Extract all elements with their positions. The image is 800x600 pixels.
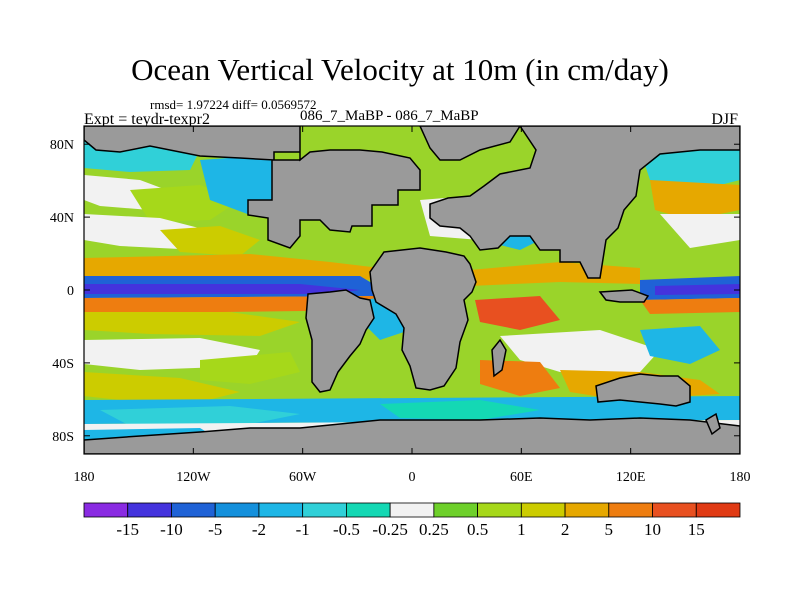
colorbar-swatch	[520, 502, 566, 518]
colorbar: -15 -10 -5 -2 -1 -0.5 -0.25 0.25 0.5 1 2 5 10 15	[83, 502, 741, 539]
north-america	[84, 126, 421, 249]
greenland	[419, 126, 521, 161]
comparison-label: 086_7_MaBP - 086_7_MaBP	[300, 108, 479, 124]
colorbar-swatch	[695, 502, 741, 518]
x-tick-label: 60E	[510, 470, 533, 485]
south-america	[305, 289, 375, 393]
colorbar-label: -0.5	[333, 520, 360, 539]
land-masses	[84, 126, 740, 454]
stats-text: rmsd= 1.97224 diff= 0.0569572	[150, 97, 317, 112]
colorbar-label: -0.25	[372, 520, 407, 539]
y-tick-label: 80N	[50, 138, 74, 153]
colorbar-swatch	[83, 502, 129, 518]
chart-title: Ocean Vertical Velocity at 10m (in cm/da…	[131, 52, 669, 87]
x-tick-label: 0	[409, 470, 416, 485]
x-tick-label: 120E	[616, 470, 646, 485]
australia	[595, 373, 691, 407]
colorbar-swatch	[127, 502, 172, 518]
x-tick-label: 120W	[176, 470, 211, 485]
x-tick-label: 180	[730, 470, 751, 485]
y-tick-label: 40S	[52, 357, 74, 372]
x-tick-label: 60W	[289, 470, 317, 485]
y-axis: 80N 40N 0 40S 80S	[50, 138, 740, 445]
colorbar-label: 10	[644, 520, 661, 539]
africa	[369, 247, 477, 391]
colorbar-swatch	[433, 502, 479, 518]
colorbar-label: 1	[517, 520, 526, 539]
map-field	[84, 126, 740, 454]
colorbar-swatch	[608, 502, 653, 518]
indonesia	[598, 289, 650, 303]
colorbar-label: -2	[252, 520, 266, 539]
colorbar-swatch	[302, 502, 347, 518]
season-label: DJF	[711, 111, 738, 128]
colorbar-label: -5	[208, 520, 222, 539]
x-tick-label: 180	[74, 470, 95, 485]
colorbar-label: 2	[561, 520, 570, 539]
colorbar-label: 5	[605, 520, 614, 539]
colorbar-label: 15	[688, 520, 705, 539]
colorbar-swatch	[389, 502, 435, 518]
new-zealand	[705, 412, 721, 436]
colorbar-swatch	[258, 502, 304, 518]
colorbar-label: -10	[160, 520, 183, 539]
y-tick-label: 40N	[50, 211, 74, 226]
antarctica	[84, 417, 740, 454]
x-axis: 180 120W 60W 0 60E 120E 180	[74, 126, 751, 485]
colorbar-swatch	[652, 502, 697, 518]
colorbar-swatch	[345, 502, 391, 518]
experiment-label: Expt = teydr-texpr2	[84, 111, 210, 128]
colorbar-label: -1	[296, 520, 310, 539]
y-tick-label: 80S	[52, 430, 74, 445]
madagascar	[491, 338, 507, 378]
y-tick-label: 0	[67, 284, 74, 299]
colorbar-swatch	[477, 502, 522, 518]
colorbar-label: 0.25	[419, 520, 449, 539]
eurasia	[429, 126, 740, 279]
colorbar-label: 0.5	[467, 520, 488, 539]
colorbar-swatch	[564, 502, 610, 518]
colorbar-swatch	[171, 502, 216, 518]
colorbar-label: -15	[116, 520, 139, 539]
colorbar-swatch	[214, 502, 260, 518]
